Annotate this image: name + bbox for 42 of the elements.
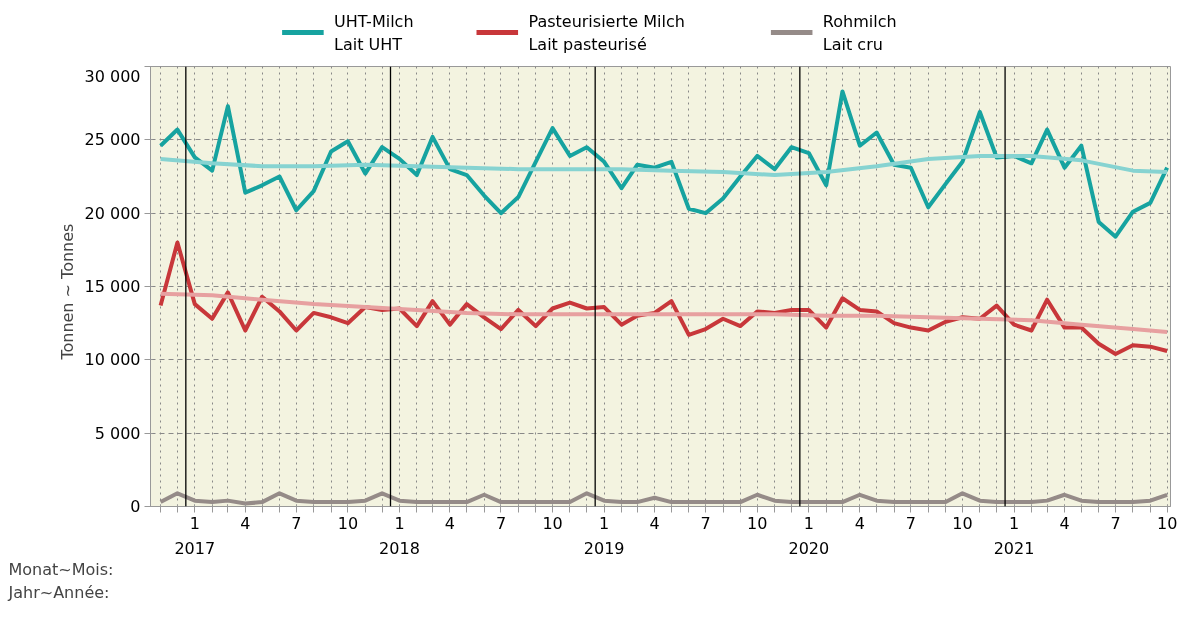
- y-tick-label: 30 000: [84, 66, 141, 86]
- x-tick-label: 7: [495, 513, 507, 533]
- legend-label: Pasteurisierte Milch Lait pasteurisé: [528, 12, 685, 54]
- x-tick-label: 1: [189, 513, 200, 533]
- x-tick-label: 10: [337, 513, 359, 533]
- y-tick-label: 10 000: [84, 350, 141, 370]
- x2-tick-label: 2019: [583, 538, 625, 558]
- x-tick-label: 4: [444, 513, 456, 533]
- legend-label: Rohmilch Lait cru: [822, 12, 897, 54]
- x2-axis-title: Jahr~Année:: [7, 582, 110, 602]
- x-tick-label: 7: [291, 513, 302, 533]
- x-tick-label: 10: [1156, 513, 1178, 533]
- x-tick-label: 10: [747, 513, 768, 533]
- x-tick-label: 1: [1008, 513, 1020, 533]
- x-axis-title: Monat~Mois:: [8, 559, 114, 579]
- y-tick-label: 15 000: [84, 277, 141, 296]
- x-tick-label: 7: [700, 513, 711, 533]
- line-series: [158, 491, 1170, 506]
- y-axis-title: Tonnen ~ Tonnes: [57, 223, 77, 361]
- x2-tick-label: 2017: [174, 538, 216, 558]
- y-tick-label: 0: [130, 497, 141, 516]
- line-series: [158, 89, 1170, 239]
- x-tick-label: 7: [1110, 513, 1121, 533]
- line-series: [158, 291, 1170, 334]
- x-tick-label: 4: [240, 513, 251, 533]
- x2-tick-label: 2020: [788, 538, 830, 558]
- x2-tick-label: 2018: [379, 538, 420, 558]
- x-tick-label: 4: [1059, 513, 1070, 533]
- x-tick-label: 10: [952, 513, 973, 533]
- x-tick-label: 4: [854, 513, 865, 533]
- y-tick-label: 20 000: [84, 203, 141, 223]
- legend-label: UHT-Milch Lait UHT: [334, 12, 414, 54]
- x-tick-label: 1: [394, 513, 405, 533]
- y-tick-label: 5 000: [94, 423, 141, 443]
- x-tick-label: 10: [542, 513, 563, 533]
- x2-tick-label: 2021: [993, 538, 1035, 558]
- y-tick-label: 25 000: [84, 130, 141, 150]
- line-series: [158, 153, 1170, 178]
- x-tick-label: 7: [905, 513, 916, 533]
- x-tick-label: 1: [599, 513, 610, 533]
- x-tick-label: 1: [803, 513, 814, 533]
- x-tick-label: 4: [649, 513, 660, 533]
